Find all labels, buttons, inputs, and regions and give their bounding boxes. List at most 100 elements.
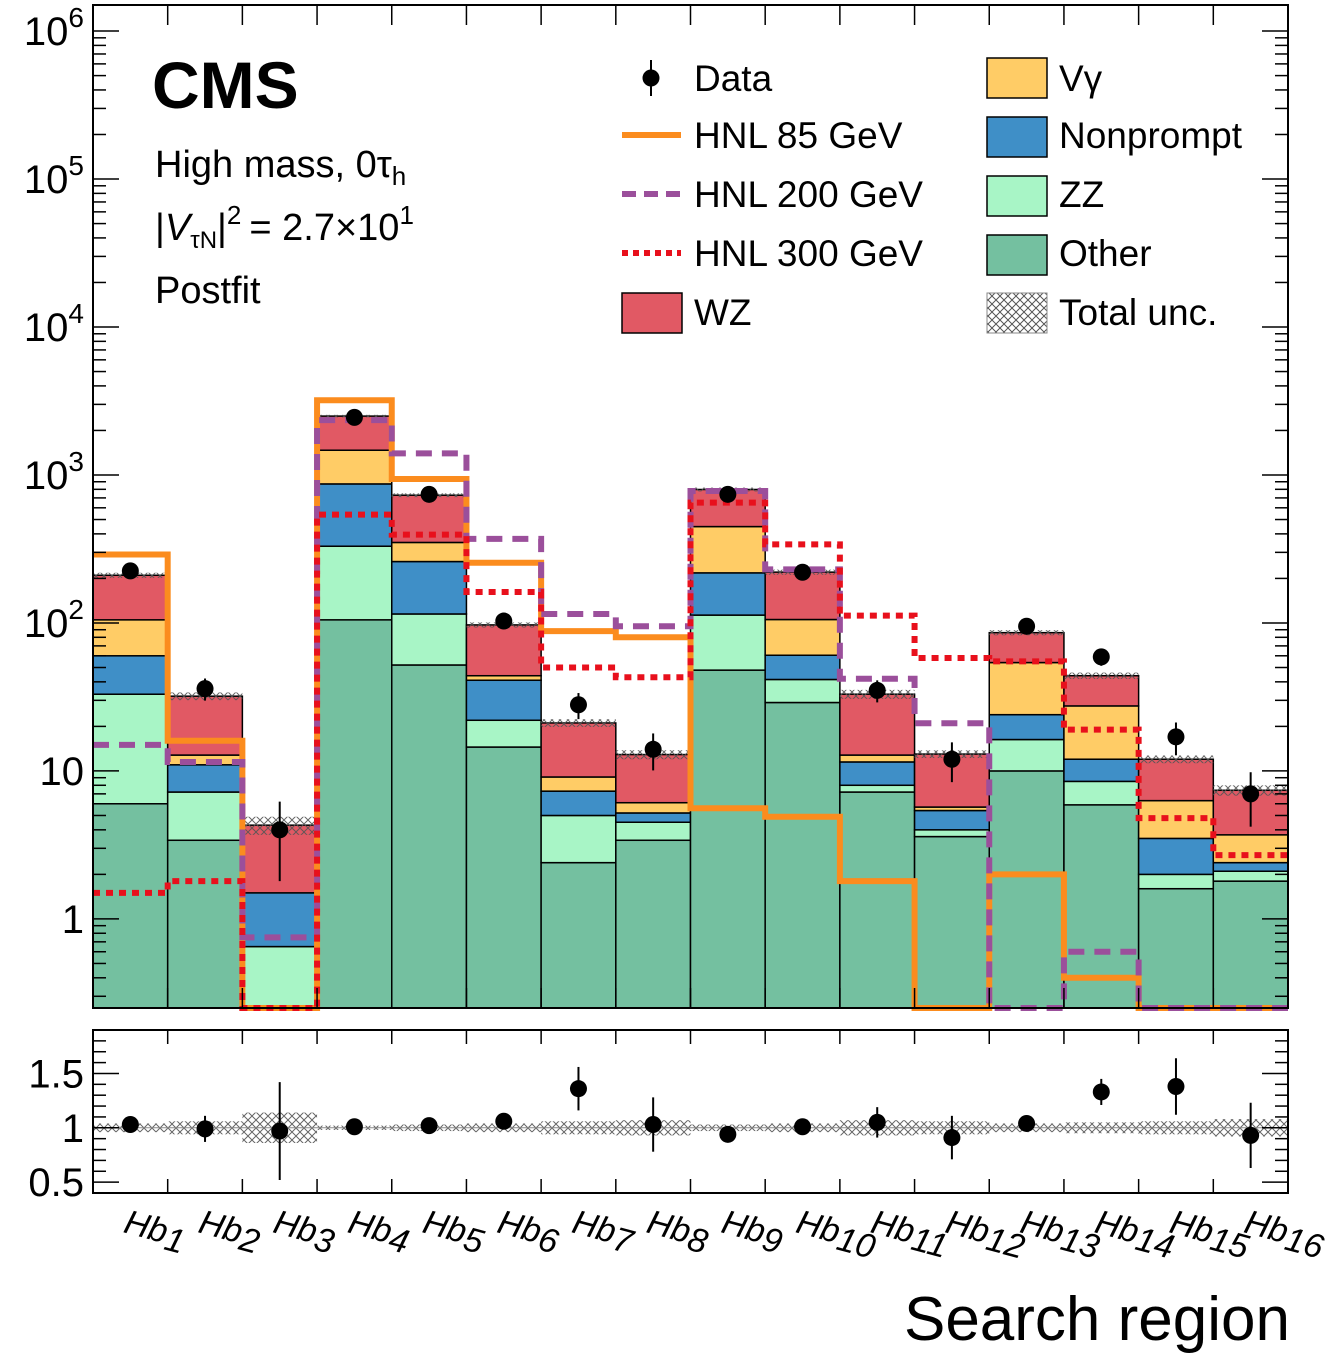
bar-zz-Hb16	[1212, 870, 1289, 882]
svg-text:HNL 200 GeV: HNL 200 GeV	[694, 174, 923, 215]
x-tick-label-Hb2: Hb2	[193, 1203, 265, 1262]
info-fit: Postfit	[155, 270, 261, 312]
bar-nonprompt-Hb13	[988, 713, 1065, 741]
data-point-Hb8	[644, 740, 662, 758]
bar-zz-Hb15	[1137, 873, 1215, 890]
ratio-point-Hb9	[719, 1125, 737, 1143]
data-point-Hb5	[420, 485, 438, 503]
bar-wz-Hb1	[92, 574, 169, 621]
legend-hnl85: HNL 85 GeV	[622, 115, 903, 156]
bar-other-Hb7	[540, 861, 617, 1009]
svg-text:WZ: WZ	[694, 292, 752, 333]
bar-wz-Hb11	[839, 693, 916, 756]
bar-nonprompt-Hb11	[839, 761, 916, 787]
experiment-label: CMS	[152, 48, 299, 122]
bar-vg-Hb5	[391, 541, 468, 563]
svg-text:Vγ: Vγ	[1059, 58, 1103, 99]
x-tick-label-Hb14: Hb14	[1090, 1203, 1180, 1267]
ratio-point-Hb5	[420, 1117, 438, 1135]
ratio-point-Hb3	[271, 1122, 289, 1140]
ratio-y-axis: 0.5 1 1.5	[28, 1040, 1288, 1205]
ratio-tick-label: 1	[62, 1107, 84, 1151]
ratio-point-Hb2	[196, 1120, 214, 1138]
bar-vg-Hb2	[166, 754, 244, 766]
svg-text:ZZ: ZZ	[1059, 174, 1104, 215]
bar-wz-Hb2	[166, 695, 244, 756]
ratio-frame	[92, 1029, 1289, 1194]
bar-wz-Hb7	[540, 722, 617, 778]
x-tick-label-Hb7: Hb7	[567, 1203, 640, 1262]
bar-other-Hb8	[615, 839, 692, 1009]
y-tick-label: 102	[24, 594, 84, 646]
data-point-Hb15	[1167, 728, 1185, 746]
legend-other: Other	[986, 233, 1152, 276]
x-tick-label-Hb3: Hb3	[268, 1203, 340, 1262]
legend-nonprompt: Nonprompt	[986, 115, 1243, 158]
bar-zz-Hb4	[316, 545, 393, 621]
bar-zz-Hb3	[241, 945, 318, 1009]
bar-other-Hb6	[465, 746, 542, 1009]
bar-zz-Hb8	[615, 821, 692, 842]
bar-zz-Hb11	[839, 784, 916, 793]
legend-wz: WZ	[621, 292, 752, 334]
ratio-tick-label: 0.5	[28, 1161, 84, 1205]
bar-zz-Hb10	[764, 678, 841, 704]
ratio-point-Hb8	[644, 1116, 662, 1134]
x-tick-label-Hb9: Hb9	[716, 1203, 788, 1262]
svg-text:Nonprompt: Nonprompt	[1059, 115, 1243, 156]
ratio-point-Hb6	[495, 1112, 513, 1130]
data-point-Hb4	[345, 408, 363, 426]
svg-text:Data: Data	[694, 58, 773, 99]
ratio-point-Hb10	[794, 1118, 812, 1136]
data-point-Hb16	[1242, 785, 1260, 803]
bar-nonprompt-Hb15	[1137, 837, 1215, 876]
bar-vg-Hb10	[764, 618, 841, 657]
y-tick-label: 1	[62, 898, 84, 942]
x-tick-label-Hb6: Hb6	[492, 1203, 564, 1262]
bar-nonprompt-Hb9	[689, 572, 766, 616]
bar-wz-Hb15	[1137, 758, 1215, 802]
ratio-point-Hb14	[1092, 1083, 1110, 1101]
data-point-Hb14	[1092, 648, 1110, 666]
bar-vg-Hb13	[988, 661, 1065, 716]
x-tick-label-Hb16: Hb16	[1239, 1203, 1329, 1267]
x-tick-label-Hb15: Hb15	[1164, 1203, 1254, 1267]
bar-zz-Hb2	[166, 791, 244, 842]
bar-nonprompt-Hb4	[316, 483, 393, 547]
data-point-Hb3	[271, 821, 289, 839]
bar-wz-Hb10	[764, 571, 841, 621]
y-tick-label: 106	[24, 2, 84, 54]
svg-text:Total unc.: Total unc.	[1059, 292, 1217, 333]
bar-vg-Hb7	[540, 776, 617, 792]
svg-text:HNL 300 GeV: HNL 300 GeV	[694, 233, 923, 274]
ratio-tick-label: 1.5	[28, 1052, 84, 1096]
x-tick-label-Hb13: Hb13	[1015, 1203, 1105, 1267]
bar-zz-Hb1	[92, 693, 169, 805]
bar-other-Hb11	[839, 791, 916, 1009]
bar-other-Hb10	[764, 701, 841, 1009]
bar-nonprompt-Hb2	[166, 764, 244, 793]
ratio-point-Hb13	[1018, 1114, 1036, 1132]
ratio-point-Hb7	[569, 1080, 587, 1098]
bar-other-Hb4	[316, 619, 393, 1009]
bar-nonprompt-Hb7	[540, 790, 617, 817]
bar-wz-Hb6	[465, 624, 542, 677]
ratio-point-Hb11	[868, 1113, 886, 1131]
ratio-panel	[93, 1058, 1288, 1180]
bar-zz-Hb7	[540, 814, 617, 864]
bar-vg-Hb14	[1063, 705, 1140, 760]
info-coupling: |VτN|2 = 2.7×101	[155, 200, 414, 254]
ratio-point-Hb15	[1167, 1078, 1185, 1096]
data-point-Hb7	[569, 696, 587, 714]
ratio-point-Hb12	[943, 1129, 961, 1147]
ratio-point-Hb4	[345, 1118, 363, 1136]
data-point-Hb13	[1018, 617, 1036, 635]
bar-nonprompt-Hb6	[465, 679, 542, 722]
legend: Data HNL 85 GeV HNL 200 GeV HNL 300 GeV …	[621, 57, 1243, 334]
x-tick-label-Hb10: Hb10	[791, 1203, 881, 1267]
bar-zz-Hb5	[391, 613, 468, 666]
line-hnl300	[93, 499, 1288, 1011]
x-tick-label-Hb12: Hb12	[940, 1203, 1030, 1267]
bar-zz-Hb9	[689, 614, 766, 671]
